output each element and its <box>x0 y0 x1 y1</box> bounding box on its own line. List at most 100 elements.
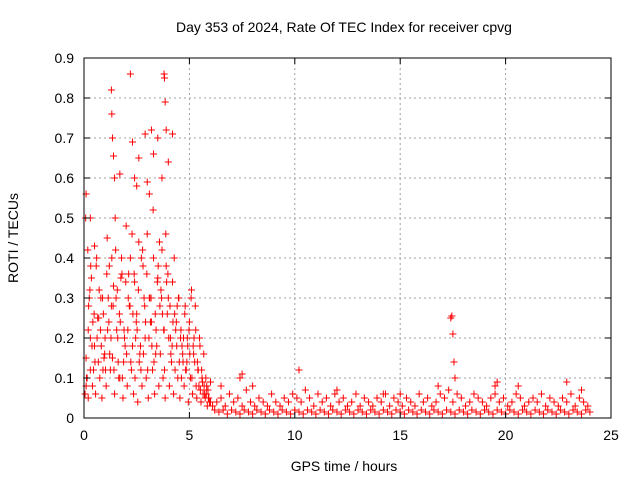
data-point <box>350 410 358 418</box>
data-point <box>139 246 147 254</box>
data-point <box>122 222 130 230</box>
data-point <box>453 390 461 398</box>
data-point <box>428 402 436 410</box>
data-point <box>124 326 132 334</box>
data-point <box>483 402 491 410</box>
data-point <box>108 134 116 142</box>
data-point <box>86 286 94 294</box>
data-point <box>169 130 177 138</box>
data-point <box>158 174 166 182</box>
data-point <box>201 390 209 398</box>
data-point <box>133 182 141 190</box>
data-point <box>197 398 205 406</box>
data-point <box>150 358 158 366</box>
data-point <box>386 402 394 410</box>
data-point <box>514 410 522 418</box>
data-point <box>266 406 274 414</box>
data-point <box>181 310 189 318</box>
data-point <box>171 310 179 318</box>
data-point <box>280 394 288 402</box>
data-point <box>139 262 147 270</box>
data-point <box>417 406 425 414</box>
data-point <box>303 406 311 414</box>
data-point <box>130 390 138 398</box>
data-point <box>556 406 564 414</box>
data-point <box>263 402 271 410</box>
y-tick-label: 0.8 <box>55 90 75 106</box>
data-point <box>518 406 526 414</box>
data-point <box>487 394 495 402</box>
data-point <box>499 394 507 402</box>
data-point <box>552 410 560 418</box>
data-point <box>153 278 161 286</box>
data-point <box>459 408 467 416</box>
data-point <box>577 386 585 394</box>
data-point <box>282 408 290 416</box>
data-point <box>94 314 102 322</box>
data-point <box>213 398 221 406</box>
data-point <box>162 262 170 270</box>
data-point <box>101 334 109 342</box>
data-point <box>184 342 192 350</box>
data-point <box>188 286 196 294</box>
data-point <box>247 398 255 406</box>
data-point <box>550 398 558 406</box>
data-point <box>329 406 337 414</box>
data-point <box>388 410 396 418</box>
data-point <box>272 398 280 406</box>
data-point <box>192 326 200 334</box>
data-point <box>405 406 413 414</box>
data-point <box>409 408 417 416</box>
x-tick-label: 25 <box>603 427 619 443</box>
data-point <box>584 402 592 410</box>
data-point <box>174 294 182 302</box>
data-point <box>485 408 493 416</box>
data-point <box>234 394 242 402</box>
x-tick-label: 20 <box>498 427 514 443</box>
data-point <box>344 402 351 410</box>
data-point <box>491 382 499 390</box>
x-tick-label: 5 <box>186 427 194 443</box>
data-point <box>573 408 581 416</box>
data-point <box>126 254 134 262</box>
data-point <box>85 302 93 310</box>
data-point <box>221 402 229 410</box>
data-point <box>183 358 191 366</box>
data-point <box>179 350 187 358</box>
data-point <box>112 246 120 254</box>
data-point <box>563 398 571 406</box>
data-point <box>535 408 543 416</box>
data-points <box>81 70 594 418</box>
data-point <box>128 138 136 146</box>
x-axis-title: GPS time / hours <box>291 458 398 474</box>
data-point <box>257 408 265 416</box>
data-point <box>451 410 459 418</box>
data-point <box>143 178 151 186</box>
data-point <box>287 410 295 418</box>
data-point <box>571 402 579 410</box>
data-point <box>162 230 170 238</box>
data-point <box>161 366 169 374</box>
data-point <box>169 278 177 286</box>
data-point <box>92 390 100 398</box>
y-tick-label: 0.6 <box>55 170 75 186</box>
data-point <box>104 326 112 334</box>
data-point <box>173 302 181 310</box>
data-point <box>333 386 341 394</box>
y-tick-label: 0.4 <box>55 250 75 266</box>
data-point <box>145 190 153 198</box>
data-point <box>529 394 537 402</box>
data-point <box>103 270 111 278</box>
y-tick-label: 0.7 <box>55 130 75 146</box>
data-point <box>163 278 171 286</box>
data-point <box>354 406 362 414</box>
data-point <box>249 410 257 418</box>
data-point <box>141 302 149 310</box>
data-point <box>297 398 305 406</box>
data-point <box>131 278 139 286</box>
data-point <box>190 334 198 342</box>
data-point <box>139 350 147 358</box>
data-point <box>149 206 157 214</box>
data-point <box>546 394 554 402</box>
data-point <box>169 318 177 326</box>
